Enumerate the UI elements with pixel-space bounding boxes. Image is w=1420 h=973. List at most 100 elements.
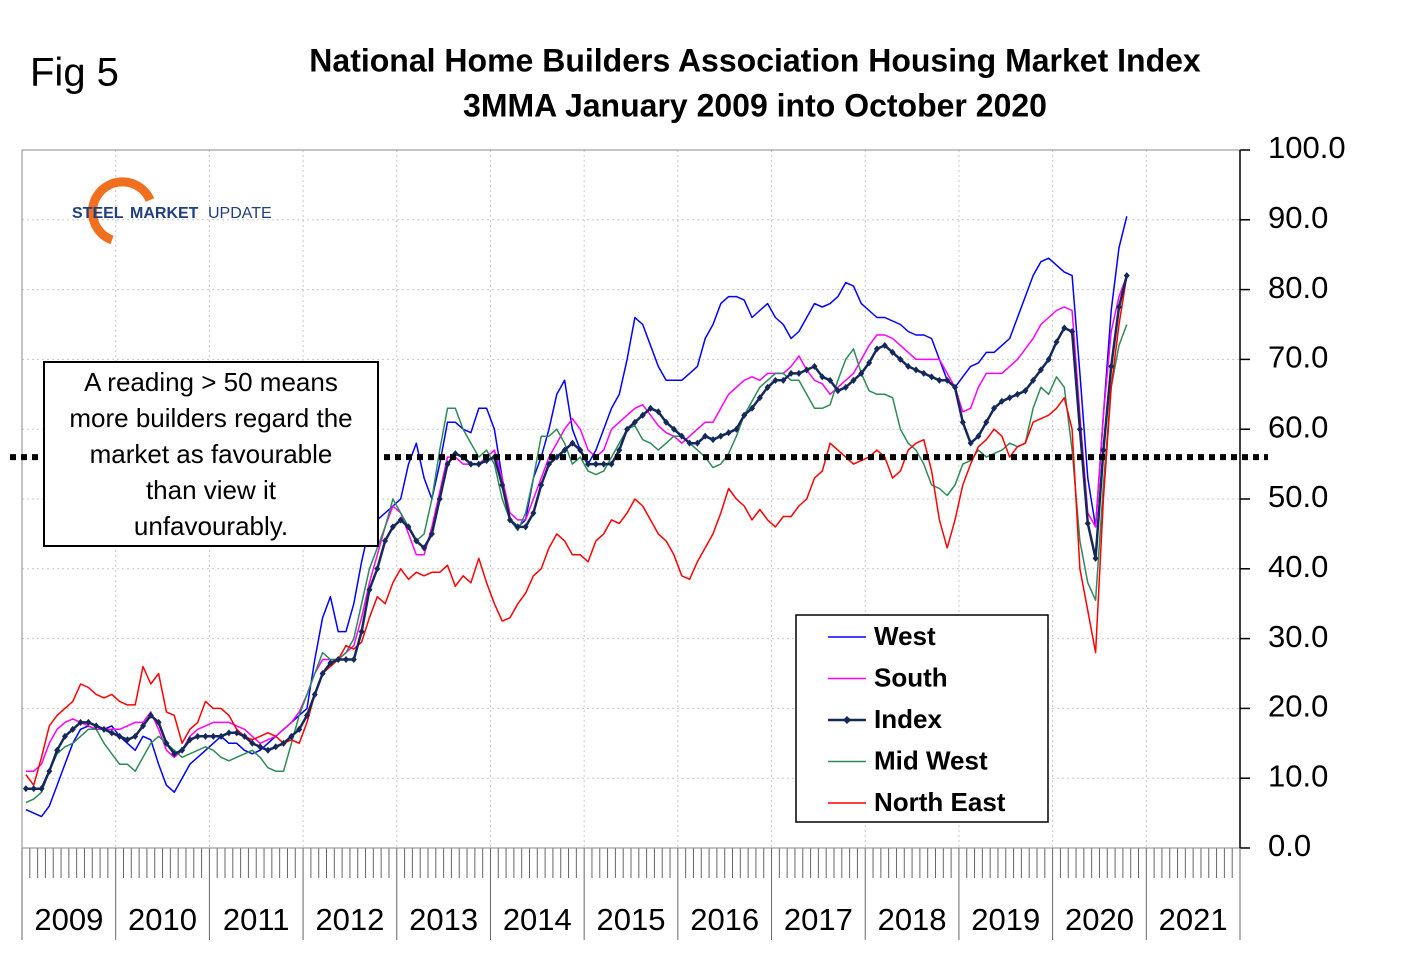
data-point — [1123, 272, 1130, 280]
y-tick-label: 20.0 — [1268, 689, 1328, 724]
data-point — [639, 411, 646, 419]
legend-label: West — [874, 621, 936, 651]
data-point — [389, 523, 396, 531]
y-tick-label: 90.0 — [1268, 200, 1328, 235]
figure-label: Fig 5 — [30, 51, 119, 95]
data-point — [436, 495, 443, 503]
logo-text: STEEL — [72, 205, 124, 222]
data-point — [475, 460, 482, 468]
data-point — [912, 366, 919, 374]
y-tick-label: 40.0 — [1268, 549, 1328, 584]
data-point — [1014, 390, 1021, 398]
data-point — [733, 425, 740, 433]
series-line — [25, 275, 1128, 772]
y-tick-label: 70.0 — [1268, 340, 1328, 375]
logo-swoosh — [87, 177, 155, 245]
data-point — [553, 453, 560, 461]
legend: West South Index Mid West North East — [795, 614, 1049, 823]
data-point — [116, 732, 123, 740]
data-point — [288, 732, 295, 740]
data-point — [850, 376, 857, 384]
data-point — [600, 460, 607, 468]
data-point — [670, 425, 677, 433]
x-tick-label: 2021 — [1159, 902, 1228, 937]
data-point — [577, 446, 584, 454]
data-point — [905, 362, 912, 370]
data-point — [764, 383, 771, 391]
x-tick-label: 2009 — [34, 902, 103, 937]
data-point — [772, 376, 779, 384]
data-point — [218, 732, 225, 740]
data-point — [538, 481, 545, 489]
data-point — [366, 586, 373, 594]
data-point — [967, 439, 974, 447]
data-point — [124, 736, 131, 744]
data-point — [69, 725, 76, 733]
data-point — [866, 359, 873, 367]
data-point — [998, 397, 1005, 405]
data-point — [382, 537, 389, 545]
data-point — [678, 432, 685, 440]
data-point — [319, 670, 326, 677]
data-point — [1053, 338, 1060, 346]
data-point — [881, 341, 888, 349]
x-tick-label: 2010 — [128, 902, 197, 937]
data-point — [811, 362, 818, 370]
data-point — [350, 656, 357, 664]
data-point — [655, 408, 662, 416]
data-point — [1061, 324, 1068, 332]
data-point — [928, 373, 935, 381]
data-point — [38, 785, 45, 793]
legend-marker — [843, 716, 851, 724]
data-point — [709, 436, 716, 444]
data-point — [749, 404, 756, 412]
data-point — [108, 729, 115, 737]
data-point — [920, 369, 927, 377]
x-tick-label: 2013 — [409, 902, 478, 937]
y-tick-label: 30.0 — [1268, 619, 1328, 654]
data-point — [343, 656, 350, 664]
data-point — [233, 729, 240, 737]
x-tick-label: 2019 — [971, 902, 1040, 937]
data-point — [1006, 394, 1013, 402]
data-point — [522, 523, 529, 531]
data-point — [444, 460, 451, 468]
data-point — [22, 785, 29, 793]
data-point — [873, 345, 880, 353]
logo-text: MARKET — [130, 205, 199, 222]
data-point — [61, 732, 68, 740]
data-point — [1045, 355, 1052, 363]
legend-label: North East — [874, 787, 1006, 817]
data-point — [959, 418, 966, 426]
data-point — [756, 394, 763, 402]
data-point — [663, 418, 670, 426]
data-point — [585, 460, 592, 468]
data-point — [397, 516, 404, 524]
x-tick-label: 2011 — [223, 902, 290, 937]
logo-text: UPDATE — [208, 205, 272, 222]
data-point — [1022, 387, 1029, 395]
y-tick-label: 0.0 — [1268, 828, 1311, 863]
data-point — [889, 348, 896, 356]
data-point — [202, 732, 209, 740]
data-point — [936, 376, 943, 384]
data-point — [944, 376, 951, 384]
chart-title: National Home Builders Association Housi… — [309, 42, 1201, 78]
data-point — [374, 565, 381, 573]
data-point — [358, 628, 365, 636]
data-point — [194, 732, 201, 740]
y-tick-label: 10.0 — [1268, 758, 1328, 793]
data-point — [140, 722, 147, 730]
data-point — [335, 656, 342, 664]
data-point — [171, 750, 178, 758]
data-point — [179, 746, 186, 754]
data-point — [546, 460, 553, 468]
data-point — [467, 460, 474, 468]
data-point — [514, 523, 521, 531]
series-line — [25, 275, 1128, 786]
data-point — [413, 537, 420, 545]
data-point — [1037, 366, 1044, 374]
data-point — [592, 460, 599, 468]
data-point — [186, 736, 193, 744]
